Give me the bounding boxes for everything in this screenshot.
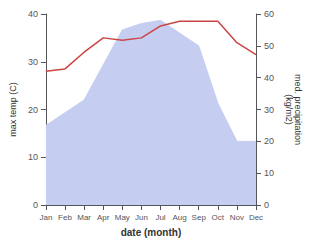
svg-text:date (month): date (month): [121, 227, 182, 238]
svg-text:60: 60: [264, 9, 274, 19]
svg-text:20: 20: [28, 105, 38, 115]
svg-text:10: 10: [28, 152, 38, 162]
svg-text:Dec: Dec: [249, 213, 263, 222]
svg-text:(kg/m2): (kg/m2): [284, 94, 294, 125]
svg-text:20: 20: [264, 136, 274, 146]
svg-text:50: 50: [264, 41, 274, 51]
svg-text:10: 10: [264, 168, 274, 178]
svg-text:30: 30: [28, 57, 38, 67]
svg-text:Jan: Jan: [39, 213, 52, 222]
svg-text:Sep: Sep: [192, 213, 207, 222]
svg-text:Mar: Mar: [77, 213, 91, 222]
svg-text:Feb: Feb: [58, 213, 72, 222]
svg-text:May: May: [115, 213, 130, 222]
svg-text:0: 0: [33, 200, 38, 210]
svg-text:Jul: Jul: [155, 213, 165, 222]
svg-text:Nov: Nov: [230, 213, 244, 222]
svg-text:40: 40: [264, 73, 274, 83]
svg-text:30: 30: [264, 105, 274, 115]
svg-text:Oct: Oct: [212, 213, 225, 222]
svg-text:med. precipitation: med. precipitation: [293, 74, 304, 145]
svg-text:Aug: Aug: [172, 213, 186, 222]
svg-text:Jun: Jun: [135, 213, 148, 222]
svg-text:Apr: Apr: [97, 213, 110, 222]
svg-text:max temp (C): max temp (C): [8, 82, 18, 137]
svg-text:0: 0: [264, 200, 269, 210]
svg-text:40: 40: [28, 9, 38, 19]
